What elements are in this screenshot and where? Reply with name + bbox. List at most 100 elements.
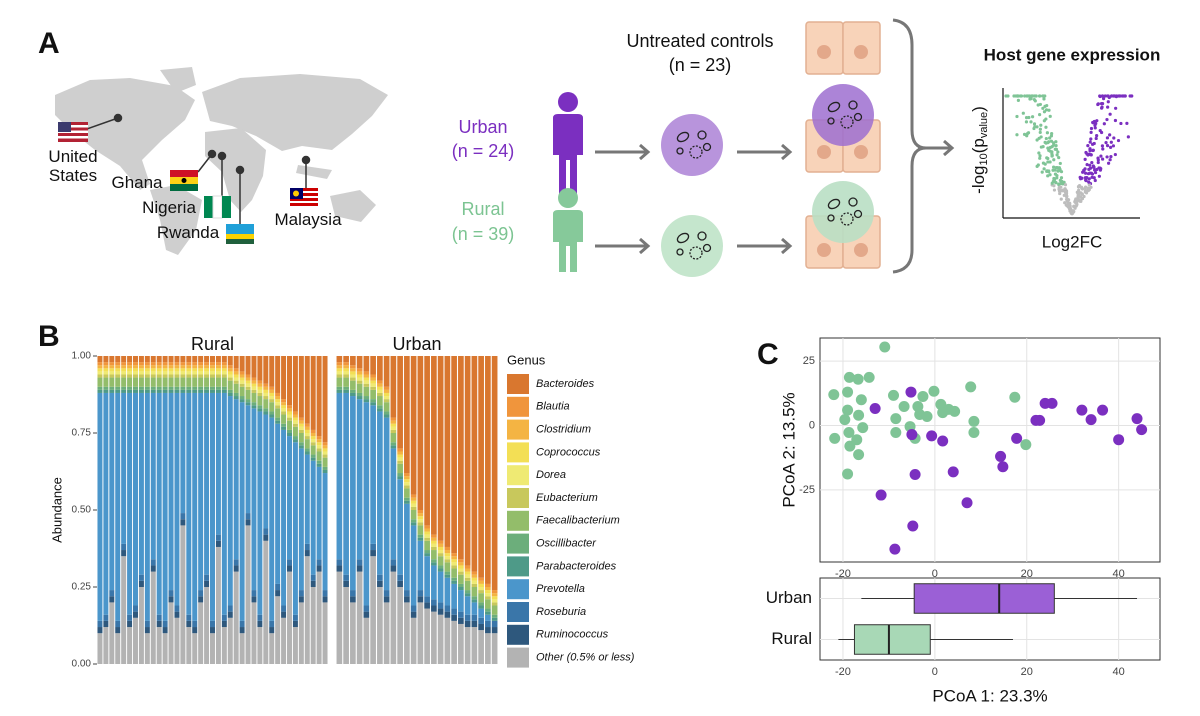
bar-segment [410,522,417,526]
volcano-dot [1096,160,1100,165]
volcano-dot [1024,116,1029,120]
bar-segment [239,399,245,403]
bar-segment [437,614,444,664]
bar-segment [133,617,138,664]
point [1085,414,1097,426]
bar-segment [458,587,464,591]
bar-segment [215,377,221,387]
bar-segment [383,590,390,597]
bar-segment [115,365,121,369]
category-label: Rural [771,629,812,648]
bar-segment [168,602,174,664]
point [1011,432,1023,444]
bar-segment [451,568,457,578]
volcano-dot [1030,115,1035,119]
bar-segment [377,392,383,397]
bar-segment [417,602,424,664]
point [828,389,840,401]
bar-segment [377,389,383,393]
bar-segment [109,602,115,664]
bar-segment [350,389,356,393]
bar-segment [257,380,263,384]
bar-segment [156,389,162,393]
bar-segment [458,356,464,560]
volcano-dot [1063,183,1068,187]
bar-segment [192,377,198,387]
bar-segment [257,392,263,397]
legend-key [507,442,529,463]
legend-key [507,624,529,645]
bar-segment [186,362,192,366]
y-tick-label: 25 [803,355,815,367]
bar-segment [471,614,478,621]
bar-segment [451,614,457,621]
point [1113,434,1125,446]
bar-segment [227,368,233,372]
volcano-dot [1072,204,1076,208]
bar-segment [397,574,403,581]
point [844,440,856,452]
point [965,381,977,393]
bar-segment [162,356,168,363]
bar-segment [138,362,144,366]
volcano-dot [1090,172,1095,176]
bar-segment [458,574,464,584]
bar-segment [168,371,174,375]
volcano-dot [1046,160,1050,164]
bar-segment [186,627,192,664]
point [968,426,980,438]
bar-segment [383,386,390,390]
point [1046,397,1058,409]
bar-segment [304,423,310,427]
bar-segment [144,386,150,390]
bar-segment [424,550,430,554]
bar-segment [192,374,198,378]
bar-segment [109,374,115,378]
bar-segment [180,519,186,526]
bar-segment [221,371,227,375]
bar-segment [390,420,397,424]
bar-segment [221,374,227,378]
bar-segment [390,417,397,421]
bar-segment [97,377,103,387]
map-pointers [83,113,311,224]
volcano-dot [1052,158,1056,162]
bar-segment [336,559,343,566]
bar-segment [150,371,156,375]
bar-segment [162,365,168,369]
point [843,426,855,438]
volcano-dot [1042,110,1047,114]
bar-segment [298,445,304,449]
volcano-dot [1093,170,1098,175]
bar-segment [404,500,410,504]
bar-segment [103,374,109,378]
bar-segment [350,371,356,375]
bar-segment [103,377,109,387]
bar-segment [444,559,451,563]
point [1076,404,1088,416]
volcano-dot [1095,134,1099,138]
bar-segment [239,633,245,664]
bar-segment [180,374,186,378]
bar-segment [275,408,281,418]
bar-segment [138,368,144,372]
volcano-dot [1112,136,1116,140]
bar-segment [251,356,257,378]
bar-segment [198,386,204,390]
volcano-dot [1096,102,1100,106]
bar-segment [485,596,491,600]
bar-segment [464,568,471,572]
volcano-dot [1087,180,1091,184]
bar-segment [204,356,210,363]
bar-segment [322,451,328,455]
volcano-dot [1058,185,1062,189]
bar-segment [239,396,245,400]
bar-segment [310,442,316,446]
bar-segment [215,374,221,378]
bar-segment [292,620,298,628]
bar-segment [121,365,127,369]
bar-segment [156,362,162,366]
volcano-dot [1041,106,1045,110]
bar-segment [263,414,269,529]
bar-segment [478,587,484,591]
